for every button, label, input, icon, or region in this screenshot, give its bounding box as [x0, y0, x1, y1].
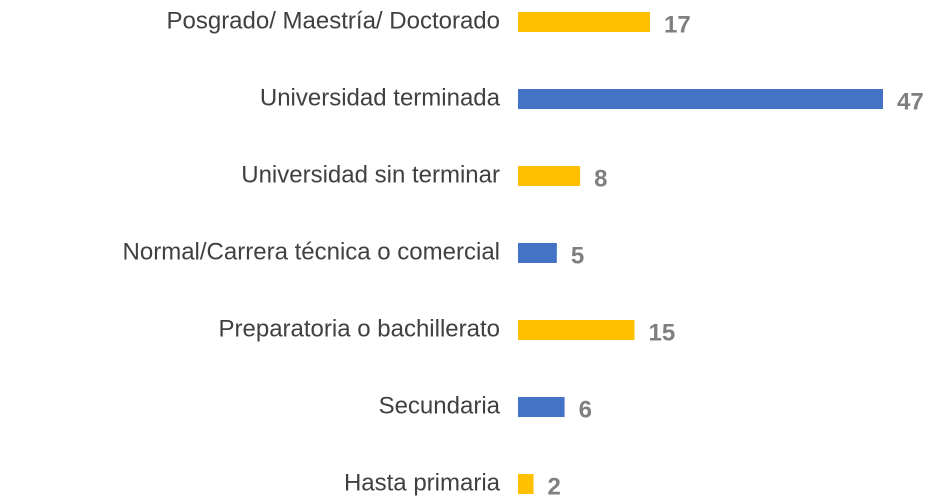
category-label: Secundaria: [379, 392, 501, 419]
value-label: 2: [548, 473, 561, 500]
bar: [518, 12, 651, 32]
bar: [518, 243, 557, 263]
category-label: Universidad sin terminar: [241, 161, 500, 188]
bar: [518, 166, 581, 186]
category-label: Preparatoria o bachillerato: [219, 315, 501, 342]
bar: [518, 89, 883, 109]
value-label: 47: [897, 88, 924, 115]
category-label: Posgrado/ Maestría/ Doctorado: [166, 7, 500, 34]
value-label: 17: [664, 11, 691, 38]
bar: [518, 320, 635, 340]
category-label: Normal/Carrera técnica o comercial: [123, 238, 500, 265]
bar: [518, 474, 534, 494]
value-label: 8: [594, 165, 607, 192]
bar: [518, 397, 565, 417]
category-label: Universidad terminada: [260, 84, 501, 111]
value-label: 6: [579, 396, 592, 423]
value-label: 5: [571, 242, 584, 269]
category-label: Hasta primaria: [344, 469, 501, 496]
value-label: 15: [648, 319, 675, 346]
